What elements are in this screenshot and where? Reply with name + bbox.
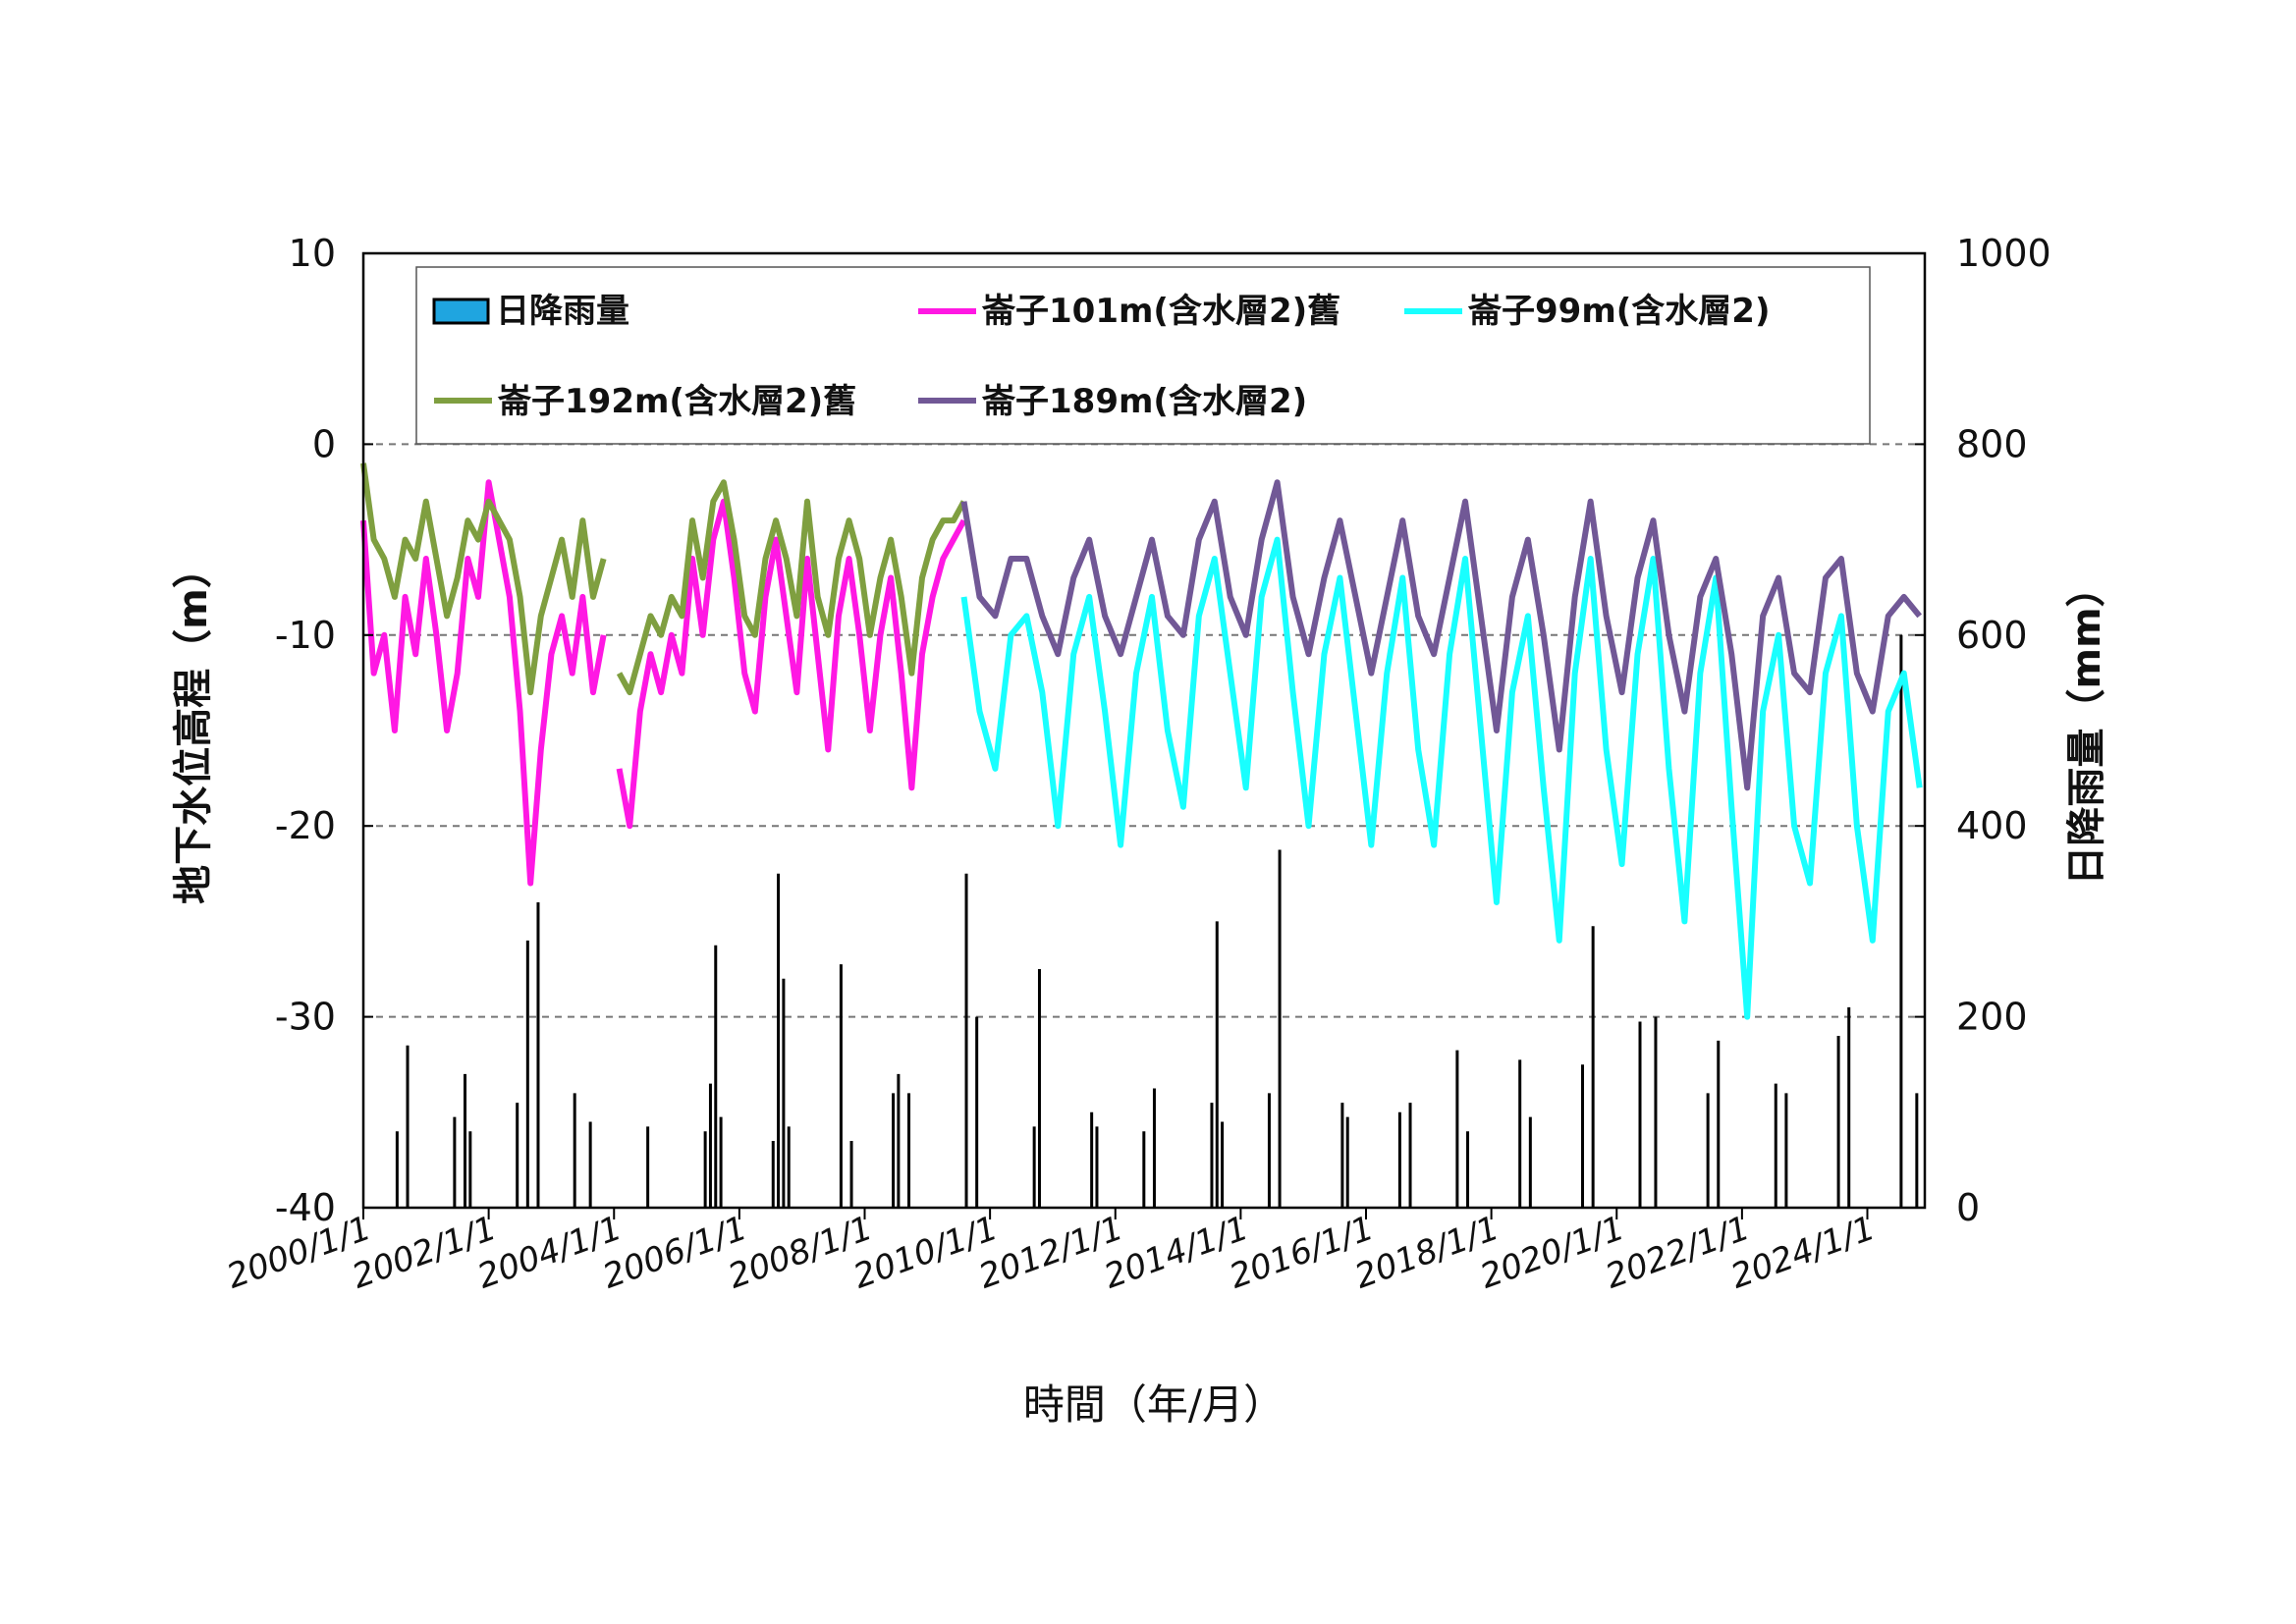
tick-label-x: 2012/1/1 [974,1209,1128,1297]
tick-label-x: 2024/1/1 [1725,1209,1880,1297]
legend-label-189: 崙子189m(含水層2) [981,382,1307,421]
tick-label-right: 400 [1956,804,2028,847]
y-axis-left-label: 地下水位高程（m） [171,549,216,904]
legend-label-192: 崙子192m(含水層2)舊 [497,382,856,421]
tick-label-right: 200 [1956,996,2028,1039]
tick-label-right: 0 [1956,1186,1980,1229]
tick-label-left: 10 [289,232,336,275]
series-line-1 [616,498,967,830]
tick-label-left: 0 [312,422,336,465]
tick-label-left: -30 [275,996,336,1039]
grid-lines [363,443,1925,1018]
tick-label-x: 2016/1/1 [1225,1209,1379,1297]
legend-label-rain: 日降雨量 [496,292,629,331]
water-level-lines [360,462,1923,1020]
tick-label-right: 800 [1956,422,2028,465]
y-axis-right-label: 日降雨量（mm） [2064,568,2109,885]
tick-label-x: 2006/1/1 [598,1209,752,1297]
series-line-3 [616,479,967,696]
legend: 日降雨量 崙子101m(含水層2)舊 崙子99m(含水層2) 崙子192m(含水… [415,266,1871,445]
x-axis-ticks: 2000/1/12002/1/12004/1/12006/1/12008/1/1… [222,1208,1881,1297]
series-line-3 [360,462,607,696]
tick-label-x: 2022/1/1 [1601,1209,1755,1297]
tick-label-left: -10 [275,614,336,657]
tick-label-x: 2002/1/1 [348,1209,502,1297]
right-axis-ticks: 1000 800 600 400 200 0 [1915,232,2051,1229]
series-line-2 [960,536,1923,1020]
tick-label-left: -20 [275,804,336,847]
series-line-1 [360,479,607,887]
legend-swatch-rain [432,298,490,325]
tick-label-x: 2020/1/1 [1475,1209,1629,1297]
tick-label-right: 1000 [1956,232,2051,275]
series-line-4 [960,479,1923,791]
legend-box [415,266,1871,445]
tick-label-x: 2014/1/1 [1099,1209,1253,1297]
x-axis-label: 時間（年/月） [1023,1380,1285,1429]
plot-frame [361,251,1927,1210]
tick-label-x: 2018/1/1 [1350,1209,1504,1297]
rainfall-bars [395,634,1919,1208]
legend-label-101: 崙子101m(含水層2)舊 [981,292,1340,331]
left-axis-ticks: 10 0 -10 -20 -30 -40 [275,232,373,1229]
tick-label-right: 600 [1956,614,2028,657]
tick-label-x: 2008/1/1 [723,1209,877,1297]
legend-label-99: 崙子99m(含水層2) [1467,292,1770,331]
tick-label-left: -40 [275,1186,336,1229]
tick-label-x: 2004/1/1 [472,1209,627,1297]
tick-label-x: 2010/1/1 [848,1209,1003,1297]
